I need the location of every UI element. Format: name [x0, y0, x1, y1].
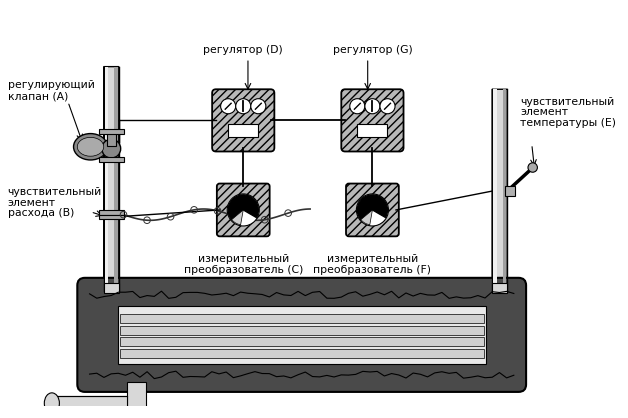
- Circle shape: [350, 99, 365, 114]
- Text: расхода (B): расхода (B): [8, 208, 74, 218]
- Bar: [107, 133, 116, 146]
- Text: клапан (A): клапан (A): [8, 91, 68, 101]
- Bar: [105, 66, 109, 291]
- Bar: [120, 314, 484, 324]
- Bar: [127, 382, 146, 411]
- Bar: [118, 306, 485, 364]
- Wedge shape: [361, 210, 372, 225]
- Circle shape: [380, 99, 395, 114]
- Bar: [99, 215, 124, 219]
- Text: регулирующий: регулирующий: [8, 80, 94, 90]
- Text: измерительный: измерительный: [327, 254, 418, 264]
- Text: преобразователь (F): преобразователь (F): [313, 265, 431, 275]
- Ellipse shape: [77, 138, 104, 156]
- Bar: [120, 326, 484, 335]
- Circle shape: [220, 99, 236, 114]
- Bar: [357, 124, 387, 138]
- FancyBboxPatch shape: [77, 278, 526, 392]
- Text: чувствительный: чувствительный: [521, 97, 615, 107]
- Text: регулятор (D): регулятор (D): [203, 45, 283, 55]
- Bar: [99, 210, 124, 215]
- Bar: [52, 396, 127, 411]
- Circle shape: [251, 99, 266, 114]
- Circle shape: [236, 99, 251, 114]
- Text: чувствительный: чувствительный: [8, 187, 102, 197]
- Ellipse shape: [45, 393, 60, 413]
- FancyBboxPatch shape: [346, 184, 399, 236]
- Circle shape: [227, 194, 259, 226]
- FancyBboxPatch shape: [341, 89, 404, 151]
- Wedge shape: [228, 195, 258, 219]
- FancyBboxPatch shape: [217, 184, 269, 236]
- Bar: [104, 283, 119, 293]
- Wedge shape: [232, 210, 243, 225]
- Bar: [493, 89, 497, 292]
- Bar: [492, 283, 507, 293]
- Bar: [228, 124, 258, 138]
- Text: преобразователь (С): преобразователь (С): [183, 265, 303, 275]
- Text: измерительный: измерительный: [198, 254, 289, 264]
- FancyBboxPatch shape: [492, 89, 507, 292]
- Circle shape: [102, 139, 121, 158]
- Circle shape: [528, 163, 538, 172]
- Bar: [120, 337, 484, 347]
- Bar: [502, 89, 506, 292]
- Wedge shape: [357, 195, 387, 219]
- Text: элемент: элемент: [8, 198, 56, 208]
- Ellipse shape: [73, 134, 107, 160]
- Bar: [120, 349, 484, 358]
- Bar: [99, 157, 124, 162]
- Circle shape: [356, 194, 389, 226]
- Text: температуры (E): температуры (E): [521, 117, 617, 127]
- Bar: [506, 186, 515, 196]
- Text: регулятор (G): регулятор (G): [333, 45, 413, 55]
- FancyBboxPatch shape: [212, 89, 274, 151]
- Bar: [99, 129, 124, 134]
- Bar: [114, 66, 118, 291]
- Text: элемент: элемент: [521, 107, 568, 117]
- FancyBboxPatch shape: [104, 66, 119, 291]
- Circle shape: [365, 99, 380, 114]
